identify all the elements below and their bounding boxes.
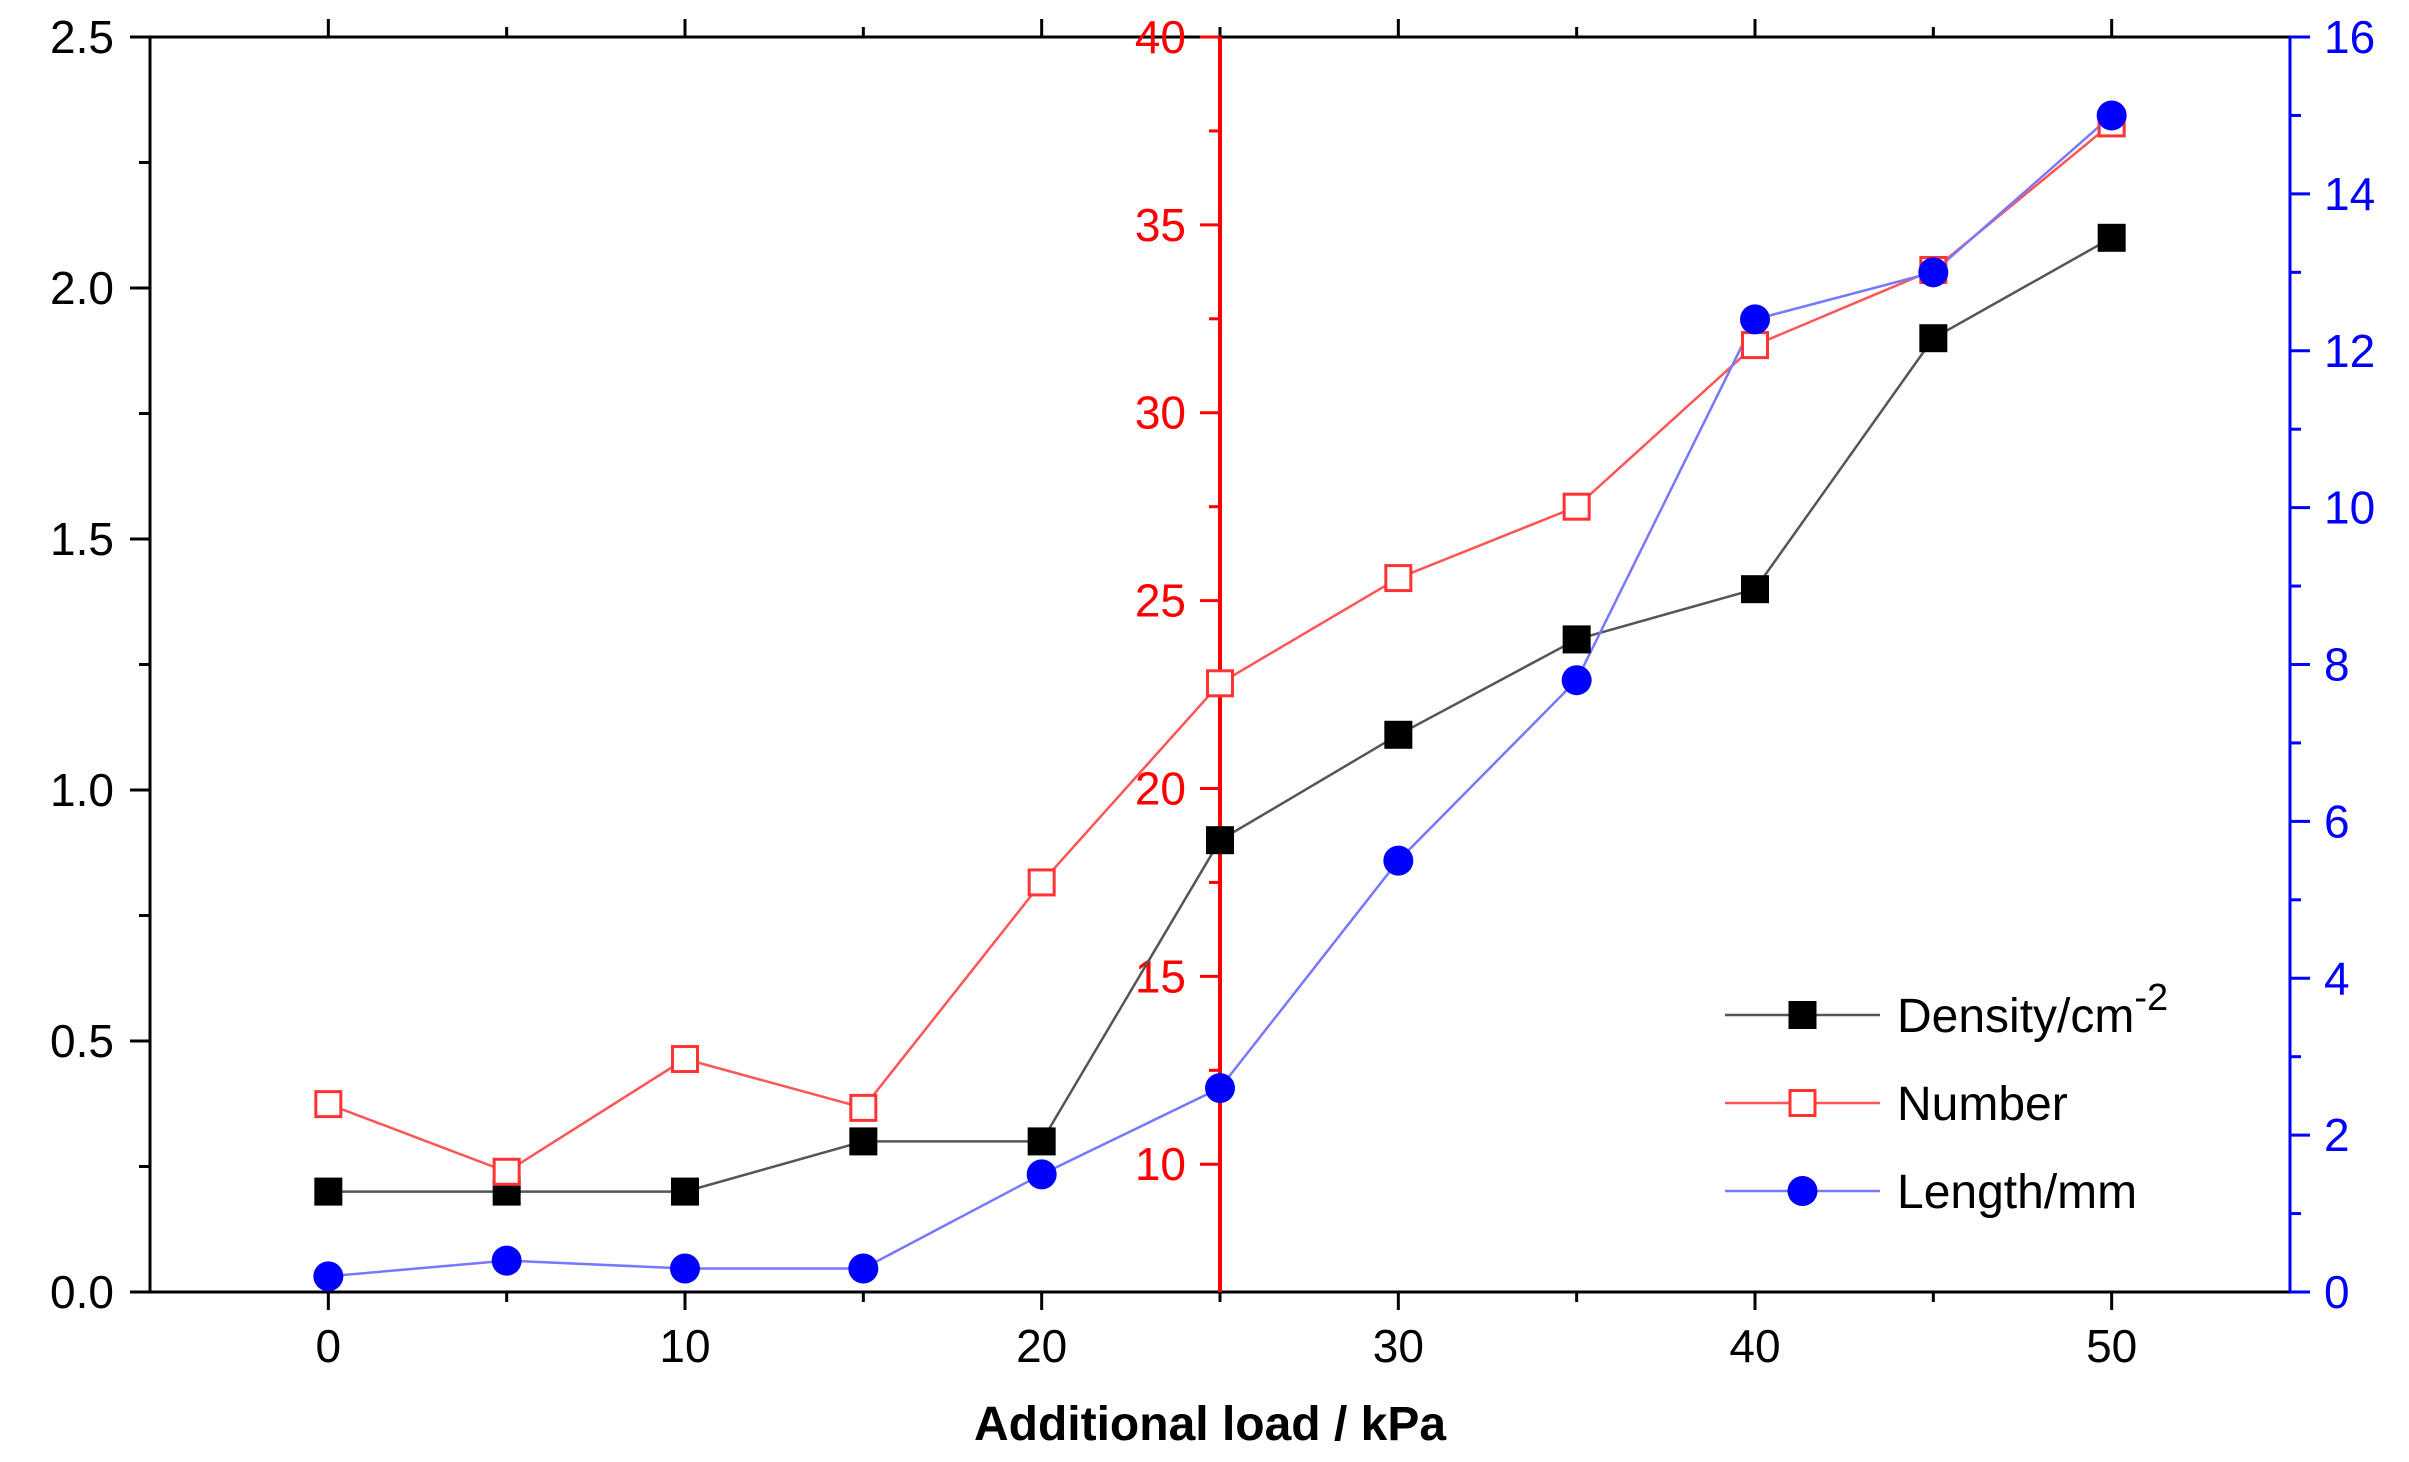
x-tick-label: 50 (2086, 1320, 2137, 1372)
legend-label-text: Density/cm (1897, 990, 2134, 1043)
right-tick-label: 8 (2324, 639, 2350, 691)
middle-tick-label: 20 (1135, 762, 1186, 814)
x-tick-label: 0 (316, 1320, 342, 1372)
right-tick-label: 4 (2324, 952, 2350, 1004)
left-tick-label: 2.5 (50, 11, 114, 63)
left-tick-label: 1.5 (50, 513, 114, 565)
data-point-density-cm (1027, 1127, 1056, 1156)
legend-marker-length-mm (1787, 1176, 1818, 1206)
data-point-density-cm (671, 1177, 699, 1206)
data-point-number (1562, 492, 1591, 521)
data-point-length-mm (491, 1245, 522, 1276)
right-tick-label: 14 (2324, 168, 2375, 220)
middle-tick-label: 30 (1135, 387, 1186, 439)
middle-tick-label: 15 (1135, 950, 1186, 1002)
legend-label-number: Number (1897, 1078, 2068, 1131)
data-point-number (314, 1090, 343, 1119)
x-axis-label: Additional load / kPa (974, 1398, 1446, 1451)
legend-label-superscript: -2 (2134, 977, 2168, 1019)
data-point-number (1741, 331, 1769, 360)
data-point-length-mm (1026, 1159, 1057, 1190)
data-point-density-cm (314, 1177, 343, 1206)
middle-tick-label: 25 (1135, 575, 1186, 627)
right-tick-label: 10 (2324, 482, 2375, 534)
data-point-density-cm (1741, 575, 1769, 604)
data-point-density-cm (1206, 826, 1234, 855)
left-tick-label: 0.0 (50, 1266, 114, 1318)
data-point-number (671, 1045, 699, 1074)
right-tick-label: 16 (2324, 11, 2375, 63)
data-point-number (1206, 669, 1234, 698)
axes-group: 0 10 20 30 40 500.00.51.01.52.02.510152025303… (50, 11, 2375, 1372)
data-point-density-cm (1384, 720, 1413, 749)
right-tick-label: 12 (2324, 325, 2375, 377)
data-point-density-cm (1562, 625, 1591, 654)
data-point-number (1384, 564, 1413, 593)
x-tick-label: 40 (1729, 1320, 1780, 1372)
data-point-length-mm (1205, 1073, 1235, 1104)
x-tick-label: 30 (1373, 1320, 1424, 1372)
data-point-length-mm (848, 1253, 879, 1284)
legend-label-length-mm: Length/mm (1897, 1166, 2137, 1219)
legend-marker-density-cm (1788, 1001, 1817, 1029)
middle-tick-label: 10 (1135, 1138, 1186, 1190)
middle-tick-label: 35 (1135, 199, 1186, 251)
data-point-length-mm (2096, 100, 2127, 131)
legend-label-text: Length/mm (1897, 1166, 2137, 1219)
data-point-density-cm (2097, 223, 2126, 252)
data-point-density-cm (1919, 324, 1948, 353)
left-tick-label: 2.0 (50, 262, 114, 314)
data-point-number (492, 1157, 521, 1186)
x-tick-label: 20 (1016, 1320, 1067, 1372)
series-group (313, 100, 2127, 1292)
data-point-length-mm (1561, 665, 1592, 696)
legend-label-density-cm: Density/cm-2 (1897, 977, 2168, 1043)
data-point-length-mm (1740, 304, 1770, 335)
data-point-number (849, 1093, 878, 1122)
data-point-number (1027, 868, 1056, 897)
x-tick-label: 10 (659, 1320, 710, 1372)
data-point-length-mm (1918, 257, 1949, 288)
middle-tick-label: 40 (1135, 11, 1186, 63)
legend-group: Density/cm-2 Number Length/mm (1725, 977, 2168, 1219)
right-tick-label: 6 (2324, 795, 2350, 847)
right-tick-label: 2 (2324, 1109, 2350, 1161)
legend-marker-number (1788, 1089, 1817, 1117)
right-tick-label: 0 (2324, 1266, 2350, 1318)
data-point-length-mm (313, 1261, 344, 1292)
data-point-length-mm (1383, 845, 1414, 876)
legend-label-text: Number (1897, 1078, 2068, 1131)
left-tick-label: 0.5 (50, 1015, 114, 1067)
data-point-length-mm (670, 1253, 700, 1284)
data-point-density-cm (849, 1127, 878, 1156)
left-tick-label: 1.0 (50, 764, 114, 816)
